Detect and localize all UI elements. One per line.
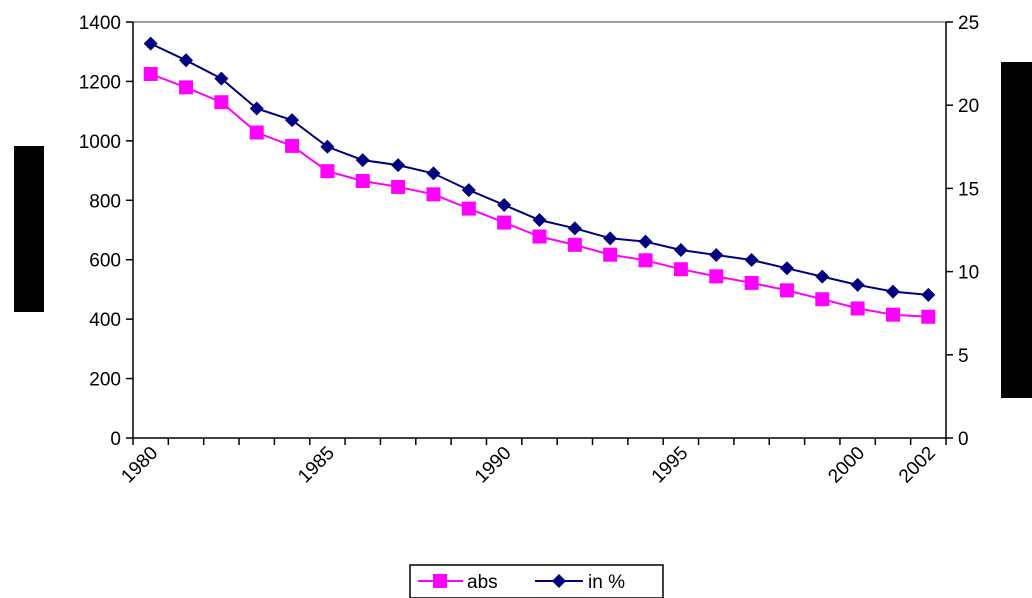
series-abs-line <box>150 73 929 318</box>
legend-abs-label: abs <box>467 572 498 593</box>
x-tick-label: 1990 <box>471 443 516 488</box>
series-pct-point <box>391 158 406 173</box>
series-abs-point <box>885 307 900 322</box>
series-abs-point <box>285 138 300 153</box>
series-abs-point <box>744 275 759 290</box>
series-pct-point <box>426 166 441 181</box>
series-abs-point <box>143 67 158 81</box>
x-tick-label: 1980 <box>117 443 162 488</box>
legend-pct-label: in % <box>588 572 625 593</box>
series-abs-point <box>921 309 936 324</box>
series-pct-line <box>150 42 929 296</box>
series-pct-point <box>355 153 370 168</box>
legend-entry-pct: in % <box>535 572 625 593</box>
series-layer <box>143 36 936 324</box>
series-abs-point <box>638 253 653 268</box>
series-abs-point <box>603 247 618 262</box>
series-abs-point <box>426 187 441 202</box>
right-y-tick-label: 0 <box>958 429 969 450</box>
axes: 0 200 400 600 800 1000 1200 1400 0 5 10 15 20 25 1980 1… <box>79 13 979 487</box>
series-pct-point <box>497 198 512 213</box>
series-pct-point <box>320 139 335 154</box>
series-abs-point <box>673 262 688 277</box>
left-y-tick-label: 800 <box>89 191 121 212</box>
right-y-tick-label: 15 <box>958 179 979 200</box>
legend-abs-marker <box>433 574 447 588</box>
series-pct-point <box>638 234 653 249</box>
series-abs-point <box>567 237 582 252</box>
series-abs-point <box>779 283 794 298</box>
series-abs-point <box>355 173 370 188</box>
left-y-tick-label: 1000 <box>79 132 121 153</box>
series-pct-point <box>850 277 865 292</box>
series-pct-point <box>214 71 229 86</box>
series-pct-point <box>779 261 794 276</box>
series-pct-point <box>461 183 476 198</box>
x-tick-label: 2000 <box>824 443 869 488</box>
series-abs-point <box>461 201 476 216</box>
series-pct-point <box>285 113 300 128</box>
series-abs-point <box>249 125 264 140</box>
right-y-tick-label: 25 <box>958 13 979 34</box>
series-pct-point <box>673 242 688 257</box>
series-pct-point <box>567 221 582 236</box>
series-abs-point <box>850 301 865 316</box>
series-abs-point <box>391 179 406 194</box>
series-abs-point <box>497 215 512 230</box>
series-abs-point <box>179 80 194 95</box>
series-pct-point <box>179 53 194 68</box>
left-y-tick-label: 1200 <box>79 72 121 93</box>
series-abs-point <box>815 292 830 307</box>
series-pct-point <box>532 213 547 228</box>
right-y-tick-label: 10 <box>958 263 979 284</box>
legend: abs in % <box>409 564 664 598</box>
series-pct-point <box>603 231 618 246</box>
left-y-tick-label: 200 <box>89 370 121 391</box>
left-y-tick-label: 0 <box>110 429 121 450</box>
series-pct-point <box>885 284 900 299</box>
right-y-tick-label: 20 <box>958 96 979 117</box>
series-pct-point <box>709 247 724 262</box>
series-abs-point <box>532 229 547 244</box>
left-y-tick-label: 400 <box>89 310 121 331</box>
left-y-tick-label: 1400 <box>79 13 121 34</box>
x-tick-label: 1995 <box>648 443 693 488</box>
legend-pct-marker <box>552 574 566 588</box>
x-tick-label: 1985 <box>294 443 339 488</box>
legend-entry-abs: abs <box>418 572 498 593</box>
x-tick-label: 2002 <box>895 443 940 488</box>
series-pct-point <box>249 101 264 116</box>
series-pct-point <box>815 269 830 284</box>
series-abs-point <box>320 164 335 179</box>
series-pct-point <box>744 252 759 267</box>
series-abs-point <box>214 95 229 110</box>
right-y-tick-label: 5 <box>958 346 969 367</box>
series-pct-point <box>143 36 158 51</box>
right-axis-title-redacted <box>1001 62 1032 398</box>
series-abs-point <box>709 269 724 284</box>
left-axis-title-redacted <box>14 146 44 312</box>
left-y-tick-label: 600 <box>89 251 121 272</box>
series-pct-point <box>921 287 936 302</box>
